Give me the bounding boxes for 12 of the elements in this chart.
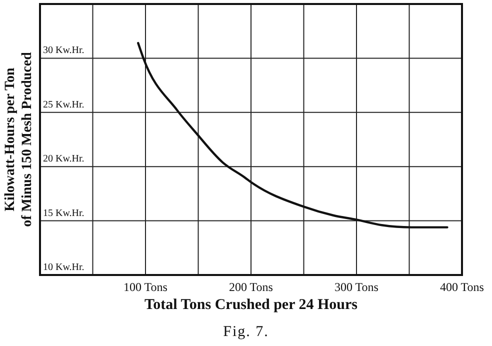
x-tick-label: 400 Tons bbox=[440, 280, 484, 294]
y-tick-label: 30 Kw.Hr. bbox=[43, 45, 84, 56]
caption: Fig. 7. bbox=[223, 324, 269, 340]
y-tick-label: 10 Kw.Hr. bbox=[43, 262, 84, 273]
y-axis-title: Kilowatt-Hours per Ton of Minus 150 Mesh Produced bbox=[3, 52, 35, 227]
x-axis-title: Total Tons Crushed per 24 Hours bbox=[144, 297, 358, 313]
y-tick-label: 20 Kw.Hr. bbox=[43, 154, 84, 165]
x-tick-label: 100 Tons bbox=[124, 280, 168, 294]
y-tick-label: 25 Kw.Hr. bbox=[43, 99, 84, 110]
x-tick-label: 200 Tons bbox=[229, 280, 274, 294]
y-tick-label: 15 Kw.Hr. bbox=[43, 208, 84, 219]
x-tick-label: 300 Tons bbox=[334, 280, 379, 294]
